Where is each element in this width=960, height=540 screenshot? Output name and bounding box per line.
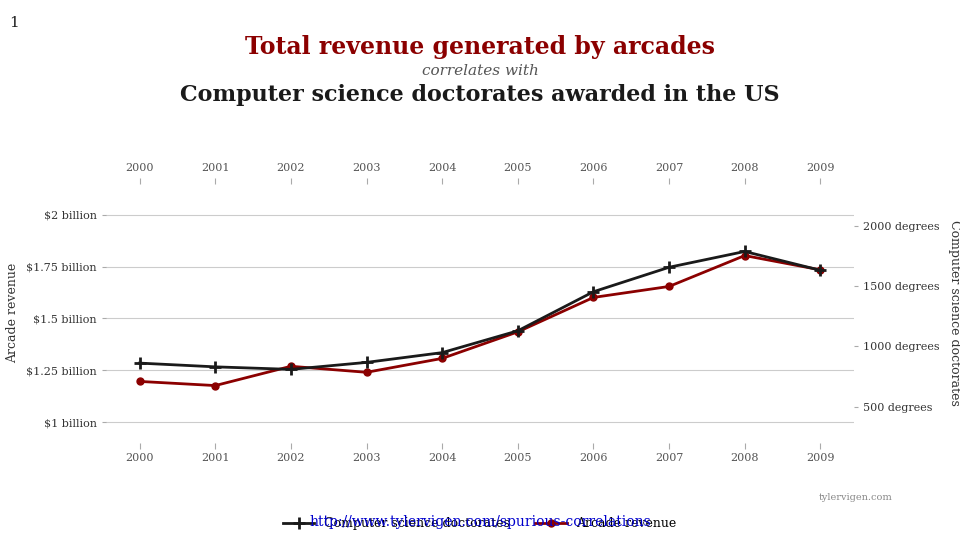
Y-axis label: Computer science doctorates: Computer science doctorates (948, 220, 960, 406)
Y-axis label: Arcade revenue: Arcade revenue (6, 263, 19, 363)
Text: Total revenue generated by arcades: Total revenue generated by arcades (245, 35, 715, 59)
Text: correlates with: correlates with (421, 64, 539, 78)
Text: Computer science doctorates awarded in the US: Computer science doctorates awarded in t… (180, 84, 780, 106)
Text: tylervigen.com: tylervigen.com (819, 493, 893, 502)
Legend: Computer science doctorates, Arcade revenue: Computer science doctorates, Arcade reve… (278, 512, 682, 535)
Text: http://www.tylervigen.com/spurious-correlations: http://www.tylervigen.com/spurious-corre… (309, 515, 651, 529)
Text: 1: 1 (10, 16, 19, 30)
